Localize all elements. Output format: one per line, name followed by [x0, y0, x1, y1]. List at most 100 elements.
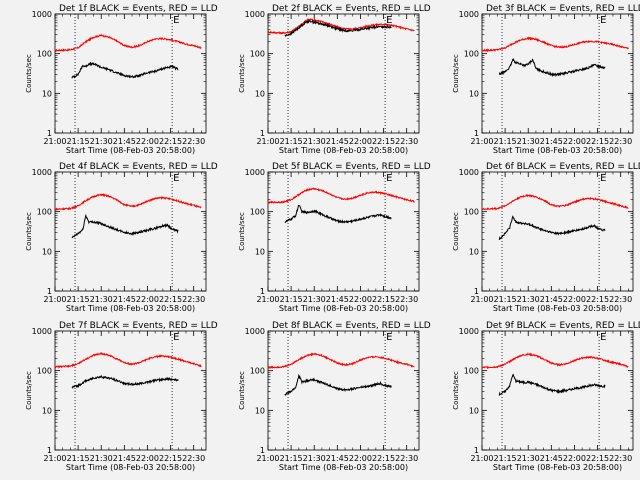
- x-tick-label: 21:30: [303, 137, 326, 146]
- x-tick-label: 22:00: [563, 295, 586, 304]
- y-tick-label: 1000: [32, 168, 52, 177]
- lld-series-line: [481, 194, 629, 211]
- plot-frame: [481, 13, 634, 134]
- y-tick-label: 1000: [459, 10, 479, 19]
- chart-title: Det 7f BLACK = Events, RED = LLD: [59, 321, 218, 331]
- y-tick-label: 10: [42, 406, 52, 415]
- x-tick-label: 21:45: [113, 454, 136, 463]
- y-tick-label: 1: [47, 129, 52, 138]
- time-marker-label: E: [173, 15, 179, 26]
- chart-panel-5: Det 5f BLACK = Events, RED = LLD 1 10 100 10…: [238, 162, 431, 313]
- events-series-line: [71, 213, 179, 239]
- x-tick-label: 21:45: [326, 454, 349, 463]
- y-axis-label: Counts/sec: [238, 371, 246, 410]
- y-tick-label: 1000: [459, 327, 479, 336]
- x-tick-label: 21:15: [67, 295, 90, 304]
- x-tick-label: 21:45: [540, 137, 563, 146]
- time-marker-label: E: [386, 15, 392, 26]
- events-series-line: [498, 215, 606, 241]
- x-tick-label: 22:15: [372, 137, 395, 146]
- lld-series-line: [481, 36, 629, 53]
- x-tick-label: 21:30: [90, 454, 113, 463]
- y-tick-label: 1000: [245, 168, 265, 177]
- x-tick-label: 21:45: [540, 454, 563, 463]
- x-tick-label: 22:00: [563, 454, 586, 463]
- time-marker-label: E: [600, 332, 606, 343]
- x-tick-label: 22:15: [159, 137, 182, 146]
- y-tick-label: 10: [255, 247, 265, 256]
- x-tick-label: 22:30: [609, 454, 632, 463]
- plot-frame: [54, 330, 207, 451]
- chart-title: Det 3f BLACK = Events, RED = LLD: [486, 4, 640, 14]
- x-tick-label: 21:15: [494, 454, 517, 463]
- chart-title: Det 2f BLACK = Events, RED = LLD: [272, 4, 431, 14]
- y-axis-label: Counts/sec: [452, 212, 460, 251]
- time-marker-label: E: [386, 173, 392, 184]
- x-axis-label: Start Time (08-Feb-03 20:58:00): [279, 304, 408, 313]
- y-tick-label: 10: [469, 89, 479, 98]
- lld-series-line: [481, 352, 629, 370]
- chart-title: Det 8f BLACK = Events, RED = LLD: [272, 321, 431, 331]
- x-tick-label: 21:45: [326, 137, 349, 146]
- x-tick-label: 22:30: [395, 454, 418, 463]
- lld-series-line: [267, 187, 415, 204]
- lld-series-line: [267, 18, 415, 35]
- x-tick-label: 21:30: [517, 137, 540, 146]
- y-tick-label: 100: [37, 367, 52, 376]
- lld-series-line: [54, 33, 202, 53]
- x-tick-label: 21:00: [43, 137, 66, 146]
- lld-series-line: [54, 193, 202, 212]
- plot-frame: [481, 171, 634, 292]
- x-tick-label: 21:45: [326, 295, 349, 304]
- events-series-line: [284, 373, 392, 396]
- x-tick-label: 21:15: [280, 137, 303, 146]
- y-tick-label: 10: [42, 89, 52, 98]
- x-tick-label: 22:30: [182, 454, 205, 463]
- y-axis-label: Counts/sec: [452, 54, 460, 93]
- x-tick-label: 22:30: [182, 295, 205, 304]
- x-tick-label: 21:15: [67, 454, 90, 463]
- plot-frame: [267, 330, 420, 451]
- x-tick-label: 22:00: [563, 137, 586, 146]
- x-tick-label: 22:30: [395, 137, 418, 146]
- events-series-line: [71, 374, 179, 389]
- y-axis-label: Counts/sec: [25, 212, 33, 251]
- x-tick-label: 22:15: [586, 295, 609, 304]
- events-series-line: [71, 61, 179, 79]
- y-tick-label: 10: [42, 247, 52, 256]
- time-marker-label: E: [173, 332, 179, 343]
- chart-title: Det 4f BLACK = Events, RED = LLD: [59, 162, 218, 172]
- plot-frame: [267, 13, 420, 134]
- x-tick-label: 22:30: [609, 137, 632, 146]
- x-axis-label: Start Time (08-Feb-03 20:58:00): [279, 463, 408, 472]
- y-tick-label: 1000: [245, 327, 265, 336]
- x-tick-label: 22:15: [372, 295, 395, 304]
- chart-panel-4: Det 4f BLACK = Events, RED = LLD 1 10 100 10…: [25, 162, 218, 313]
- x-tick-label: 21:00: [470, 454, 493, 463]
- x-tick-label: 22:30: [395, 295, 418, 304]
- chart-panel-6: Det 6f BLACK = Events, RED = LLD 1 10 100 10…: [452, 162, 640, 313]
- x-tick-label: 21:00: [256, 137, 279, 146]
- y-axis-label: Counts/sec: [25, 54, 33, 93]
- chart-panel-1: Det 1f BLACK = Events, RED = LLD 1 10 100 10…: [25, 4, 218, 155]
- y-tick-label: 10: [469, 247, 479, 256]
- events-series-line: [284, 19, 392, 38]
- lld-series-line: [267, 352, 415, 369]
- x-tick-label: 22:15: [586, 454, 609, 463]
- x-tick-label: 21:45: [113, 137, 136, 146]
- x-tick-label: 21:15: [494, 137, 517, 146]
- x-tick-label: 21:45: [540, 295, 563, 304]
- x-tick-label: 21:15: [280, 454, 303, 463]
- x-axis-label: Start Time (08-Feb-03 20:58:00): [66, 146, 195, 155]
- x-tick-label: 21:30: [90, 295, 113, 304]
- x-tick-label: 22:30: [182, 137, 205, 146]
- y-tick-label: 1: [47, 446, 52, 455]
- y-tick-label: 1000: [32, 10, 52, 19]
- y-tick-label: 10: [469, 406, 479, 415]
- x-tick-label: 22:00: [136, 137, 159, 146]
- y-tick-label: 1000: [32, 327, 52, 336]
- x-tick-label: 22:30: [609, 295, 632, 304]
- y-tick-label: 1000: [245, 10, 265, 19]
- y-tick-label: 1: [474, 287, 479, 296]
- chart-panel-3: Det 3f BLACK = Events, RED = LLD 1 10 100 10…: [452, 4, 640, 155]
